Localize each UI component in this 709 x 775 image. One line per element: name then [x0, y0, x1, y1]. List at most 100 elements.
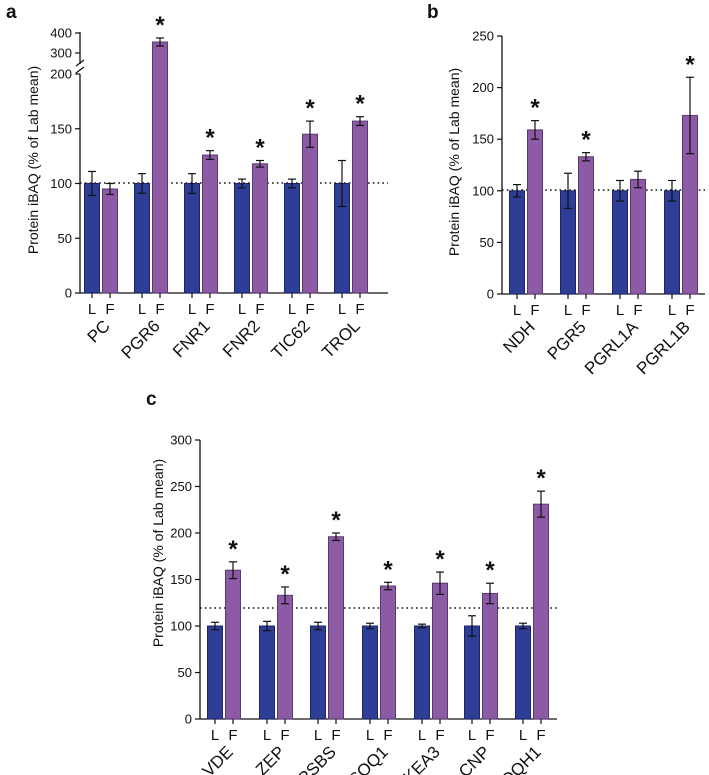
panel-a-y-tick-label: 300 [50, 46, 72, 61]
panel-c-bar-soq1-l [362, 625, 378, 720]
panel-a-significance-star-fnr1: * [205, 125, 215, 152]
panel-b-gene-label-pgrl1a: PGRL1A [581, 317, 642, 378]
panel-c-condition-label: F [485, 727, 494, 744]
panel-c-bar-lcnp-l [464, 625, 480, 720]
panel-a-condition-label: L [338, 301, 346, 318]
panel-c-condition-label: F [383, 727, 392, 744]
panel-a-bar-fnr1-l [184, 183, 200, 294]
panel-c-condition-label: L [263, 727, 271, 744]
panel-b-gene-label-pgr5: PGR5 [544, 317, 590, 363]
panel-a-bar-fnr2-f [252, 163, 268, 294]
panel-c-bar-kea3-l [414, 625, 430, 720]
panel-c-y-tick-label: 250 [170, 479, 192, 494]
panel-a-condition-label: F [105, 301, 114, 318]
panel-c-condition-label: L [366, 727, 374, 744]
panel-c-y-tick-label: 100 [170, 619, 192, 634]
panel-b-condition-label: L [564, 302, 572, 319]
panel-b-bar-pgrl1a-l [612, 190, 628, 295]
panel-c-significance-star-roqh1: * [536, 465, 546, 492]
panel-a-condition-label: F [155, 301, 164, 318]
panel-c-bar-roqh1-l [515, 625, 531, 720]
panel-c-significance-star-soq1: * [383, 556, 393, 583]
panel-a-bar-trol-f [352, 120, 368, 294]
panel-b-bar-ndh-l [509, 190, 525, 295]
panel-b-y-ticks: 0 50 100 150 200 250 [472, 29, 502, 302]
panel-c-condition-label: L [468, 727, 476, 744]
panel-b-gene-label-ndh: NDH [499, 317, 538, 356]
panel-b-gene-label-pgrl1b: PGRL1B [633, 317, 694, 378]
panel-c-y-axis-label: Protein iBAQ (% of Lab mean) [150, 459, 166, 647]
panel-a-condition-label: F [255, 301, 264, 318]
panel-a-y-axis-label: Protein iBAQ (% of Lab mean) [25, 66, 41, 254]
panel-c-gene-label-vde: VDE [199, 742, 237, 775]
panel-c-bar-kea3-f [432, 582, 448, 720]
panel-b-bars: * * * [509, 51, 698, 295]
panel-c-condition-label: F [435, 727, 444, 744]
panel-a-y-tick-label: 100 [50, 176, 72, 191]
panel-b-condition-label: F [581, 302, 590, 319]
panel-b: b Protein iBAQ (% of Lab mean) 0 50 100 150… [427, 2, 705, 378]
panel-c-condition-label: L [211, 727, 219, 744]
panel-a-gene-label-trol: TROL [318, 316, 363, 361]
panel-c-gene-label-kea3: KEA3 [400, 742, 444, 775]
panel-a: a Protein iBAQ (% of Lab mean) 0 50 100 150… [6, 2, 388, 363]
panel-a-y-tick-label: 400 [50, 26, 72, 41]
panel-a-condition-label: L [238, 301, 246, 318]
panel-c-significance-star-psbs: * [331, 507, 341, 534]
panel-c-y-ticks: 0 50 100 150 200 250 300 [170, 433, 200, 727]
panel-b-y-tick-label: 200 [472, 80, 494, 95]
panel-b-y-tick-label: 150 [472, 132, 494, 147]
panel-b-y-tick-label: 100 [472, 183, 494, 198]
panel-c-bar-roqh1-f [533, 503, 549, 720]
panel-c-bar-zep-f [277, 594, 293, 720]
panel-c-gene-label-roqh1: ROQH1 [489, 742, 545, 775]
panel-a-bar-pgr6-f [152, 41, 168, 294]
panel-c-bar-psbs-f [328, 536, 344, 720]
panel-a-condition-label: F [355, 301, 364, 318]
panel-c-significance-star-kea3: * [435, 546, 445, 573]
panel-c-bar-vde-l [207, 625, 223, 720]
panel-c-bar-zep-l [259, 625, 275, 720]
panel-b-y-tick-label: 250 [472, 29, 494, 44]
panel-b-condition-label: L [668, 302, 676, 319]
panel-a-bar-pc-f [102, 188, 118, 294]
panel-b-significance-star-ndh: * [530, 95, 540, 122]
panel-a-bar-tic62-f [302, 133, 318, 294]
panel-a-bar-fnr1-f [202, 154, 218, 294]
panel-a-significance-star-fnr2: * [255, 135, 265, 162]
panel-b-letter: b [427, 2, 439, 23]
panel-c-y-tick-label: 50 [178, 665, 192, 680]
panel-a-condition-label: L [138, 301, 146, 318]
panel-c-condition-label: F [228, 727, 237, 744]
panel-c-y-tick-label: 0 [185, 712, 192, 727]
panel-c-gene-label-lcnp: LCNP [448, 742, 494, 775]
panel-a-y-tick-label: 150 [50, 121, 72, 136]
panel-a-significance-star-tic62: * [305, 95, 315, 122]
panel-a-gene-label-pgr6: PGR6 [118, 316, 164, 362]
panel-a-condition-label: L [188, 301, 196, 318]
panel-b-condition-label: F [633, 302, 642, 319]
panel-a-letter: a [6, 2, 17, 23]
panel-a-gene-label-tic62: TIC62 [268, 316, 314, 362]
panel-c: c Protein iBAQ (% of Lab mean) 0 50 100 150… [146, 389, 557, 775]
panel-c-bar-soq1-f [380, 585, 396, 720]
panel-c-gene-label-psbs: PSBS [294, 742, 340, 775]
panel-a-y-ticks: 0 50 100 150 200 300 400 [50, 26, 80, 301]
panel-b-condition-label: L [616, 302, 624, 319]
panel-a-y-tick-label: 50 [58, 231, 72, 246]
panel-b-y-axis-label: Protein iBAQ (% of Lab mean) [446, 68, 462, 256]
panel-c-y-tick-label: 200 [170, 526, 192, 541]
panel-a-y-tick-label: 0 [65, 286, 72, 301]
panel-b-condition-label: L [513, 302, 521, 319]
panel-b-condition-label: F [685, 302, 694, 319]
panel-b-y-tick-label: 0 [487, 287, 494, 302]
panel-a-bar-pc-l [84, 183, 100, 294]
panel-c-letter: c [146, 389, 157, 410]
panel-c-y-tick-label: 300 [170, 433, 192, 448]
panel-b-y-tick-label: 50 [480, 235, 494, 250]
panel-a-condition-label: F [305, 301, 314, 318]
panel-a-significance-star-pgr6: * [155, 12, 165, 39]
